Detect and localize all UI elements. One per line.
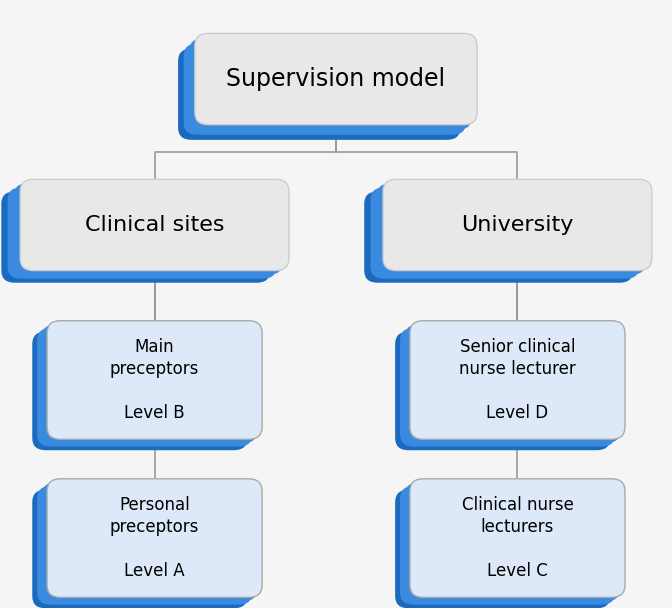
FancyBboxPatch shape: [410, 321, 625, 440]
Text: Clinical sites: Clinical sites: [85, 215, 224, 235]
FancyBboxPatch shape: [383, 179, 652, 271]
FancyBboxPatch shape: [364, 192, 633, 283]
Text: Senior clinical
nurse lecturer

Level D: Senior clinical nurse lecturer Level D: [459, 337, 576, 423]
FancyBboxPatch shape: [405, 483, 620, 601]
FancyBboxPatch shape: [183, 44, 466, 135]
FancyBboxPatch shape: [410, 479, 625, 597]
FancyBboxPatch shape: [190, 38, 472, 130]
Text: Main
preceptors

Level B: Main preceptors Level B: [110, 337, 199, 423]
FancyBboxPatch shape: [405, 325, 620, 443]
FancyBboxPatch shape: [14, 184, 283, 275]
FancyBboxPatch shape: [20, 179, 289, 271]
FancyBboxPatch shape: [47, 321, 262, 440]
FancyBboxPatch shape: [37, 486, 252, 604]
Text: Personal
preceptors

Level A: Personal preceptors Level A: [110, 496, 199, 581]
FancyBboxPatch shape: [37, 328, 252, 446]
Text: University: University: [461, 215, 574, 235]
FancyBboxPatch shape: [400, 328, 615, 446]
FancyBboxPatch shape: [7, 187, 276, 278]
FancyBboxPatch shape: [47, 479, 262, 597]
FancyBboxPatch shape: [377, 184, 646, 275]
FancyBboxPatch shape: [400, 486, 615, 604]
FancyBboxPatch shape: [32, 332, 247, 450]
FancyBboxPatch shape: [370, 187, 639, 278]
FancyBboxPatch shape: [32, 490, 247, 608]
FancyBboxPatch shape: [42, 483, 257, 601]
FancyBboxPatch shape: [195, 33, 477, 125]
FancyBboxPatch shape: [42, 325, 257, 443]
Text: Clinical nurse
lecturers

Level C: Clinical nurse lecturers Level C: [462, 496, 573, 581]
FancyBboxPatch shape: [178, 49, 460, 140]
FancyBboxPatch shape: [395, 332, 610, 450]
Text: Supervision model: Supervision model: [226, 67, 446, 91]
FancyBboxPatch shape: [395, 490, 610, 608]
FancyBboxPatch shape: [1, 192, 270, 283]
